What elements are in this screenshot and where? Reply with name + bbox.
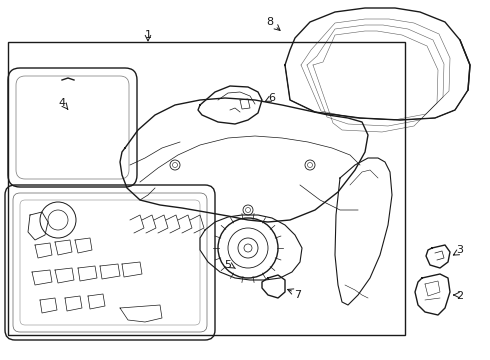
Text: 7: 7 bbox=[294, 290, 301, 300]
Bar bbox=[8, 42, 405, 335]
Text: 3: 3 bbox=[457, 245, 464, 255]
Text: 8: 8 bbox=[267, 17, 273, 27]
Text: 1: 1 bbox=[145, 30, 151, 40]
Text: 5: 5 bbox=[224, 260, 231, 270]
Text: 6: 6 bbox=[269, 93, 275, 103]
Text: 4: 4 bbox=[58, 98, 66, 108]
Text: 2: 2 bbox=[457, 291, 464, 301]
